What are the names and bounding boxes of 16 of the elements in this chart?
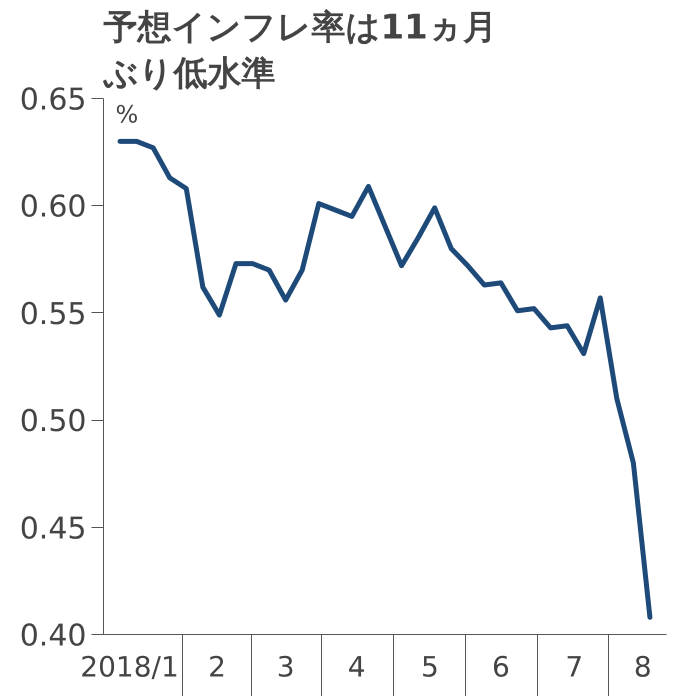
x-tick-label: 2018/1	[80, 650, 179, 684]
x-tick-label: 6	[492, 650, 510, 684]
x-tick-label: 5	[421, 650, 439, 684]
x-tick-label: 7	[565, 650, 584, 684]
y-tick-label: 0.60	[20, 190, 86, 225]
y-tick-label: 0.55	[20, 296, 86, 332]
y-tick-label: 0.65	[20, 82, 86, 118]
y-tick-label: 0.45	[20, 511, 86, 546]
y-axis-title: %	[116, 100, 138, 128]
x-tick-label: 3	[276, 650, 295, 684]
x-tick-label: 4	[348, 650, 366, 684]
x-tick-label: 8	[634, 650, 652, 684]
y-tick-label: 0.40	[20, 618, 86, 654]
y-tick-label: 0.50	[20, 404, 86, 440]
x-tick-label: 2	[208, 650, 226, 684]
chart-title: 予想インフレ率は11ヵ月ぶり低水準	[102, 8, 497, 94]
